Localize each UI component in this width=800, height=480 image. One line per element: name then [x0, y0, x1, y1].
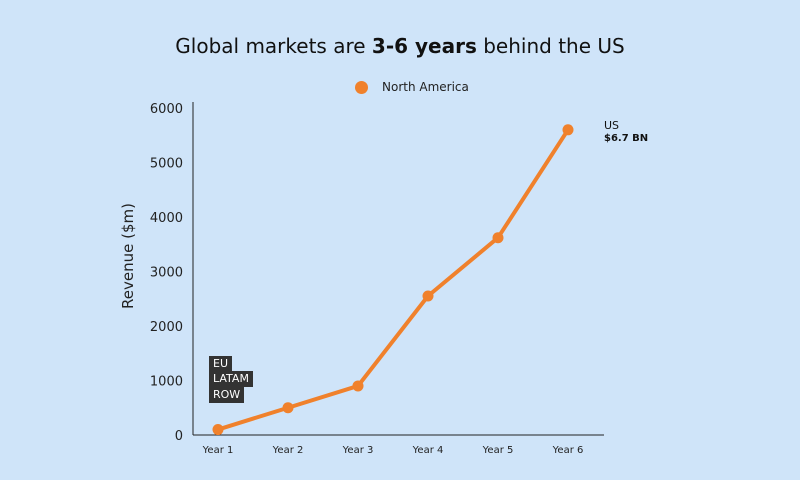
data-point — [212, 424, 224, 436]
data-point — [562, 124, 574, 136]
y-tick-label: 4000 — [150, 211, 183, 226]
data-point — [422, 290, 434, 302]
legend-swatch-north-america — [355, 80, 368, 94]
chart-title: Global markets are 3-6 years behind the … — [0, 34, 800, 58]
x-tick-label: Year 6 — [552, 445, 584, 456]
us-label-value: $6.7 BN — [604, 133, 649, 144]
y-tick-label: 1000 — [150, 375, 183, 390]
chart-legend: North America — [355, 77, 469, 97]
y-tick-label: 6000 — [150, 102, 183, 117]
tag-row: ROW — [209, 387, 245, 403]
x-tick-label: Year 5 — [482, 445, 514, 456]
data-point — [352, 380, 364, 392]
title-bold: 3-6 years — [371, 34, 477, 58]
us-label-text: US — [604, 119, 620, 132]
x-tick-label: Year 2 — [272, 445, 304, 456]
x-tick-label: Year 4 — [412, 445, 444, 456]
y-tick-label: 0 — [175, 429, 183, 444]
x-tick-label: Year 1 — [202, 445, 234, 456]
legend-label-north-america: North America — [382, 80, 469, 94]
y-tick-label: 2000 — [150, 320, 183, 335]
y-tick-label: 3000 — [150, 266, 183, 281]
y-tick-label: 5000 — [150, 157, 183, 172]
title-suffix: behind the US — [476, 34, 625, 58]
us-annotation: US $6.7 BN — [604, 119, 648, 145]
tag-eu: EU — [209, 356, 233, 372]
x-tick-label: Year 3 — [342, 445, 374, 456]
data-point — [282, 402, 294, 414]
data-point — [492, 232, 504, 244]
series-line — [216, 127, 570, 432]
tag-latam: LATAM — [209, 371, 253, 387]
title-prefix: Global markets are — [175, 34, 372, 58]
